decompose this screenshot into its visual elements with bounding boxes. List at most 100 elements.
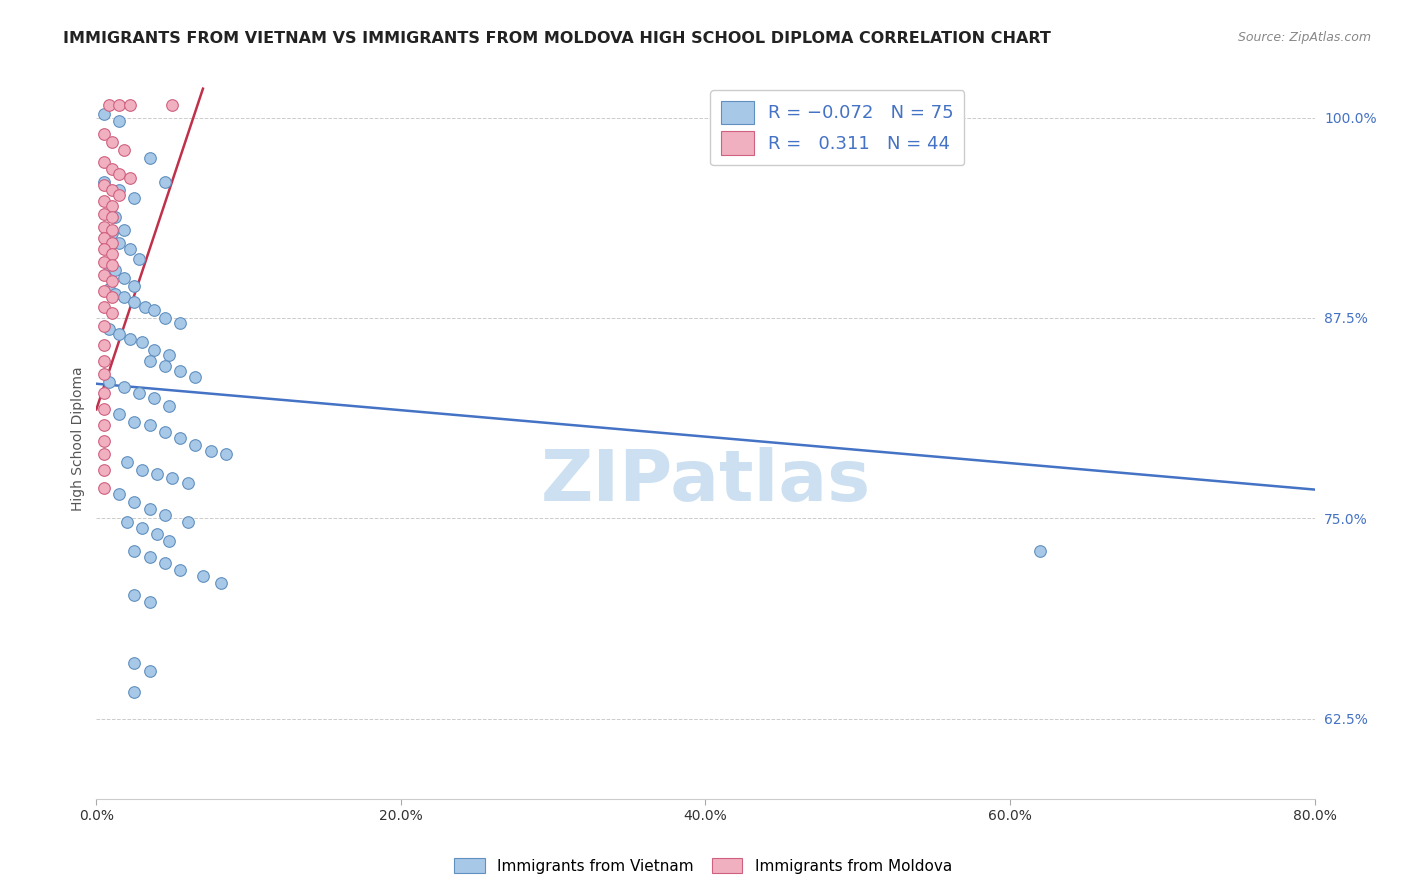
Point <box>100 223 122 237</box>
Point <box>153 508 176 523</box>
Point <box>93 268 115 282</box>
Point <box>93 367 115 381</box>
Point <box>138 418 160 433</box>
Point <box>100 258 122 272</box>
Point <box>846 111 869 125</box>
Point <box>115 515 138 529</box>
Point <box>112 271 135 285</box>
Point <box>108 167 131 181</box>
Point <box>93 219 115 234</box>
Point <box>108 97 131 112</box>
Point <box>128 252 150 266</box>
Point <box>112 223 135 237</box>
Point <box>184 438 207 452</box>
Point <box>100 183 122 197</box>
Point <box>124 656 146 670</box>
Point <box>97 97 120 112</box>
Point <box>118 97 141 112</box>
Point <box>124 684 146 698</box>
Point <box>118 332 141 346</box>
Point <box>138 549 160 564</box>
Point <box>104 287 127 301</box>
Point <box>124 415 146 429</box>
Point <box>159 533 181 548</box>
Point <box>93 231 115 245</box>
Point <box>93 207 115 221</box>
Point <box>169 431 191 445</box>
Point <box>100 306 122 320</box>
Point <box>100 135 122 149</box>
Point <box>177 476 200 491</box>
Point <box>112 143 135 157</box>
Point <box>184 370 207 384</box>
Point <box>153 359 176 373</box>
Point <box>108 487 131 501</box>
Point <box>159 399 181 413</box>
Point <box>97 258 120 272</box>
Point <box>215 447 238 461</box>
Point <box>100 235 122 250</box>
Point <box>124 495 146 509</box>
Point <box>97 322 120 336</box>
Point <box>100 210 122 224</box>
Point <box>100 199 122 213</box>
Point <box>146 467 169 481</box>
Point <box>124 191 146 205</box>
Point <box>131 521 153 535</box>
Point <box>93 300 115 314</box>
Point <box>200 444 222 458</box>
Point <box>128 386 150 401</box>
Point <box>100 226 122 240</box>
Point <box>169 316 191 330</box>
Point <box>124 588 146 602</box>
Point <box>131 334 153 349</box>
Point <box>112 290 135 304</box>
Point <box>138 664 160 678</box>
Point <box>97 282 120 296</box>
Point <box>108 187 131 202</box>
Point <box>191 569 214 583</box>
Point <box>100 247 122 261</box>
Point <box>209 575 232 590</box>
Point <box>93 178 115 192</box>
Point <box>108 235 131 250</box>
Point <box>143 391 166 405</box>
Point <box>118 171 141 186</box>
Point <box>153 425 176 439</box>
Point <box>93 338 115 352</box>
Point <box>138 354 160 368</box>
Legend: R = −0.072   N = 75, R =   0.311   N = 44: R = −0.072 N = 75, R = 0.311 N = 44 <box>710 90 965 165</box>
Point <box>93 481 115 495</box>
Point <box>93 284 115 298</box>
Point <box>138 501 160 516</box>
Point <box>93 402 115 417</box>
Point <box>162 97 184 112</box>
Point <box>138 595 160 609</box>
Point <box>143 302 166 317</box>
Point <box>108 183 131 197</box>
Point <box>1029 543 1052 558</box>
Point <box>169 563 191 577</box>
Point <box>108 407 131 421</box>
Point <box>93 175 115 189</box>
Point <box>177 515 200 529</box>
Point <box>153 310 176 325</box>
Point <box>131 463 153 477</box>
Point <box>93 354 115 368</box>
Point <box>162 471 184 485</box>
Point <box>97 375 120 389</box>
Point <box>104 263 127 277</box>
Y-axis label: High School Diploma: High School Diploma <box>72 366 86 510</box>
Point <box>100 274 122 288</box>
Point <box>93 447 115 461</box>
Text: IMMIGRANTS FROM VIETNAM VS IMMIGRANTS FROM MOLDOVA HIGH SCHOOL DIPLOMA CORRELATI: IMMIGRANTS FROM VIETNAM VS IMMIGRANTS FR… <box>63 31 1052 46</box>
Point <box>97 207 120 221</box>
Point <box>153 175 176 189</box>
Point <box>108 326 131 341</box>
Point <box>143 343 166 357</box>
Point <box>93 434 115 449</box>
Point <box>159 348 181 362</box>
Point <box>169 364 191 378</box>
Point <box>93 386 115 401</box>
Point <box>146 527 169 541</box>
